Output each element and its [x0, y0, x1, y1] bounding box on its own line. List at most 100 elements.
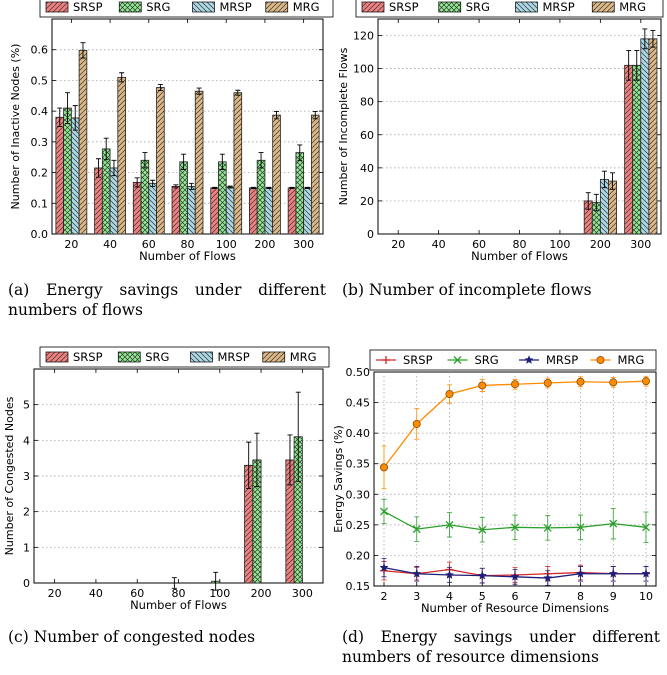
bar-mrg [117, 76, 126, 235]
data-point [380, 463, 389, 472]
bar-mrsp [303, 187, 312, 235]
error-bar [295, 391, 301, 482]
x-tick-label: 40 [103, 238, 117, 251]
bar-mrg [156, 87, 165, 235]
y-tick-label: 0.50 [346, 366, 371, 379]
y-tick-label: 0 [367, 228, 374, 241]
legend-label: SRG [466, 0, 490, 14]
x-tick-label: 7 [544, 590, 551, 603]
error-bar [274, 111, 280, 120]
legend-marker [453, 356, 462, 364]
y-axis-label: Energy Savings (%) [332, 425, 345, 533]
legend-box [369, 349, 657, 371]
y-tick-label: 2 [23, 506, 30, 519]
legend-label: MRSP [218, 350, 250, 364]
y-tick-label: 0.40 [346, 427, 371, 440]
legend-box [355, 0, 664, 18]
x-tick-label: 20 [64, 238, 78, 251]
data-point [642, 523, 650, 532]
bar-srsp [210, 187, 219, 235]
legend-label: MRG [293, 0, 320, 14]
error-bar [119, 72, 125, 83]
x-tick-label: 100 [216, 238, 237, 251]
bar-srsp [94, 167, 103, 235]
y-tick-label: 80 [360, 96, 374, 109]
bar-srg [295, 152, 305, 235]
x-tick-label: 200 [590, 238, 611, 251]
data-point [641, 568, 651, 578]
error-bar [95, 158, 101, 178]
bar-srg [140, 159, 150, 235]
error-bar [642, 28, 648, 50]
legend-box [39, 346, 330, 368]
x-tick-label: 200 [254, 238, 275, 251]
error-bar [601, 170, 607, 189]
error-bar [650, 30, 656, 48]
y-tick-label: 0.35 [346, 458, 371, 471]
x-tick-label: 20 [391, 238, 405, 251]
legend-swatch [118, 1, 142, 13]
data-point [412, 568, 422, 578]
x-tick-label: 5 [479, 590, 486, 603]
y-tick-label: 0.45 [346, 397, 371, 410]
bar-srsp [171, 185, 181, 235]
y-tick-label: 1 [23, 541, 30, 554]
legend-label: SRG [475, 353, 499, 367]
data-point [478, 381, 487, 390]
x-tick-label: 8 [577, 590, 584, 603]
x-tick-label: 2 [381, 590, 388, 603]
data-point [444, 570, 455, 579]
data-point [608, 568, 618, 578]
error-bar [609, 172, 615, 190]
x-tick-label: 40 [432, 238, 446, 251]
legend-marker [524, 355, 534, 364]
data-point [543, 379, 552, 388]
legend-swatch [190, 351, 213, 363]
bars [171, 391, 303, 591]
y-tick-label: 0.0 [31, 228, 49, 241]
legend: SRSP SRG MRSP MRG [39, 0, 334, 18]
caption-c: (c) Number of congested nodes [8, 628, 256, 646]
axes: 0.15 0.20 0.25 0.30 0.35 0.40 0.45 0.50 2 3 4 5 6 7 8 9… [346, 366, 657, 603]
error-bar [227, 185, 233, 189]
data-point [609, 519, 618, 528]
bar-srsp [249, 187, 258, 235]
legend-swatch [45, 1, 69, 13]
caption-a: (a) Energy savings under different numbe… [8, 281, 326, 319]
y-tick-label: 20 [360, 195, 374, 208]
y-tick-label: 5 [23, 399, 30, 412]
x-tick-label: 6 [512, 590, 519, 603]
data-point [380, 507, 388, 516]
x-tick-label: 10 [639, 590, 653, 603]
chart-d: 0.15 0.20 0.25 0.30 0.35 0.40 0.45 0.50 2 3 4 5 6 7 8 9… [332, 349, 657, 615]
y-tick-label: 0.30 [346, 488, 371, 501]
legend-label: SRSP [73, 0, 103, 14]
bar-srsp [55, 116, 65, 235]
legend-box [39, 0, 334, 18]
legend-label: MRSP [546, 353, 578, 367]
error-bar [634, 49, 640, 81]
error-bar [157, 83, 163, 92]
data-point [412, 525, 421, 534]
legend-label: SRSP [403, 353, 433, 367]
y-tick-label: 3 [23, 470, 30, 483]
error-bar [80, 42, 86, 59]
x-tick-label: 300 [292, 587, 313, 600]
legend: SRSP SRG MRSP MRG [39, 346, 330, 368]
bar-mrsp [187, 185, 196, 235]
y-tick-label: 0.6 [31, 44, 49, 57]
plot-frame [377, 18, 662, 235]
error-bar [246, 441, 252, 489]
error-bar [213, 571, 219, 591]
data-point [510, 380, 519, 389]
legend-swatch [361, 1, 385, 13]
series-srg [380, 498, 650, 543]
x-axis-label: Number of Flows [139, 249, 236, 263]
legend-label: MRSP [220, 0, 252, 14]
error-bar [134, 177, 140, 188]
bar-mrg [310, 114, 320, 235]
y-tick-label: 0.5 [31, 74, 49, 87]
y-axis-label: Number of Incomplete Flows [337, 47, 350, 205]
error-bar [235, 89, 241, 96]
